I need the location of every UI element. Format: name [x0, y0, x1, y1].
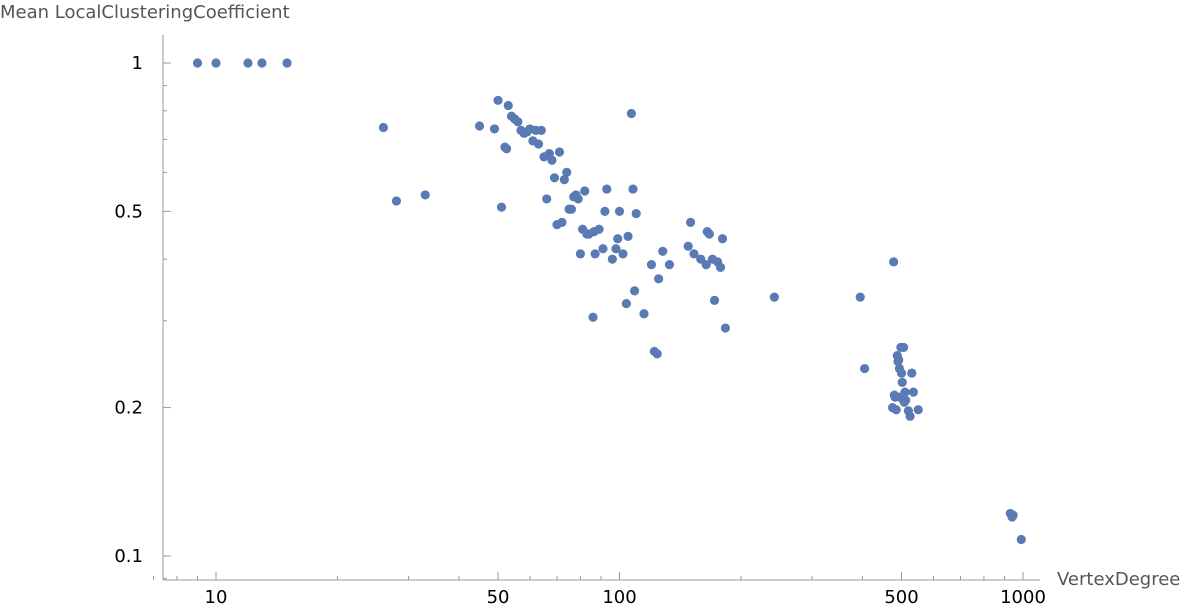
data-point: [889, 257, 899, 267]
data-point: [192, 58, 203, 68]
axes: [162, 35, 1040, 581]
data-point: [1008, 510, 1018, 520]
data-point: [899, 342, 909, 352]
data-point: [701, 260, 711, 270]
data-point: [704, 229, 714, 239]
data-point: [503, 100, 513, 111]
data-point: [607, 254, 617, 264]
data-point: [683, 241, 693, 251]
x-tick-label: 50: [487, 587, 510, 608]
data-point: [496, 202, 507, 212]
x-ticks: 10 50 100 500 1000: [152, 572, 1046, 608]
data-point: [536, 125, 546, 135]
data-point: [769, 292, 779, 302]
data-point: [654, 274, 664, 284]
data-point: [598, 244, 608, 254]
data-point: [391, 196, 402, 206]
data-point: [623, 231, 633, 241]
y-tick-label: 0.5: [114, 201, 143, 222]
y-ticks: 0.1 0.2 0.5 1: [114, 53, 171, 580]
data-point: [243, 58, 253, 68]
data-point: [489, 124, 500, 134]
data-point: [900, 387, 910, 397]
data-point: [602, 184, 612, 194]
data-point: [580, 186, 590, 196]
data-point: [549, 173, 560, 183]
data-point: [211, 58, 221, 68]
data-point: [715, 262, 726, 272]
data-point: [594, 224, 604, 234]
data-point: [493, 95, 503, 105]
data-point: [557, 217, 567, 227]
data-point: [646, 260, 657, 270]
y-tick-label: 0.2: [114, 398, 143, 419]
data-point: [513, 117, 523, 127]
data-point: [600, 206, 610, 217]
data-point: [897, 377, 907, 387]
data-point: [689, 249, 699, 259]
data-point: [720, 323, 730, 333]
data-point: [590, 249, 600, 259]
data-point: [257, 58, 267, 68]
data-point: [717, 234, 728, 244]
data-point: [658, 246, 668, 256]
data-point: [621, 299, 631, 309]
data-point: [420, 190, 430, 200]
data-point: [613, 234, 623, 244]
data-point: [639, 309, 649, 319]
data-point: [901, 395, 911, 405]
data-point: [501, 144, 512, 154]
data-point: [891, 405, 901, 415]
data-point: [1016, 534, 1026, 545]
y-tick-label: 0.1: [114, 546, 143, 567]
data-point: [542, 194, 552, 204]
data-point: [626, 108, 636, 119]
data-point: [855, 292, 865, 302]
data-point: [908, 387, 918, 397]
data-point: [611, 244, 621, 254]
data-point: [709, 295, 720, 305]
data-point: [664, 260, 675, 270]
data-point: [554, 147, 565, 157]
data-point: [573, 194, 583, 204]
data-point: [575, 249, 585, 259]
data-point: [630, 286, 640, 296]
data-point: [860, 363, 870, 374]
data-point: [378, 122, 389, 133]
data-point: [913, 405, 923, 415]
data-point: [618, 249, 628, 259]
y-tick-label: 1: [132, 53, 143, 74]
data-point: [562, 167, 572, 177]
data-point: [588, 312, 598, 322]
data-point: [533, 139, 544, 149]
y-axis-title: Mean LocalClusteringCoefficient: [0, 2, 290, 23]
x-tick-label: 100: [602, 587, 636, 608]
data-point: [685, 217, 696, 227]
data-point: [614, 206, 625, 217]
x-axis-title: VertexDegree: [1057, 569, 1180, 590]
data-point: [896, 368, 907, 378]
x-tick-label: 1000: [1000, 587, 1046, 608]
data-point: [905, 411, 915, 421]
data-point: [474, 121, 485, 131]
data-point: [628, 184, 638, 194]
data-point: [631, 208, 641, 219]
data-point: [652, 349, 662, 359]
x-tick-label: 10: [205, 587, 228, 608]
data-points: [192, 58, 1026, 545]
data-point: [282, 58, 292, 68]
data-point: [547, 155, 557, 165]
x-tick-label: 500: [884, 587, 918, 608]
data-point: [559, 175, 569, 185]
data-point: [894, 355, 904, 365]
data-point: [566, 204, 577, 214]
data-point: [907, 368, 917, 378]
